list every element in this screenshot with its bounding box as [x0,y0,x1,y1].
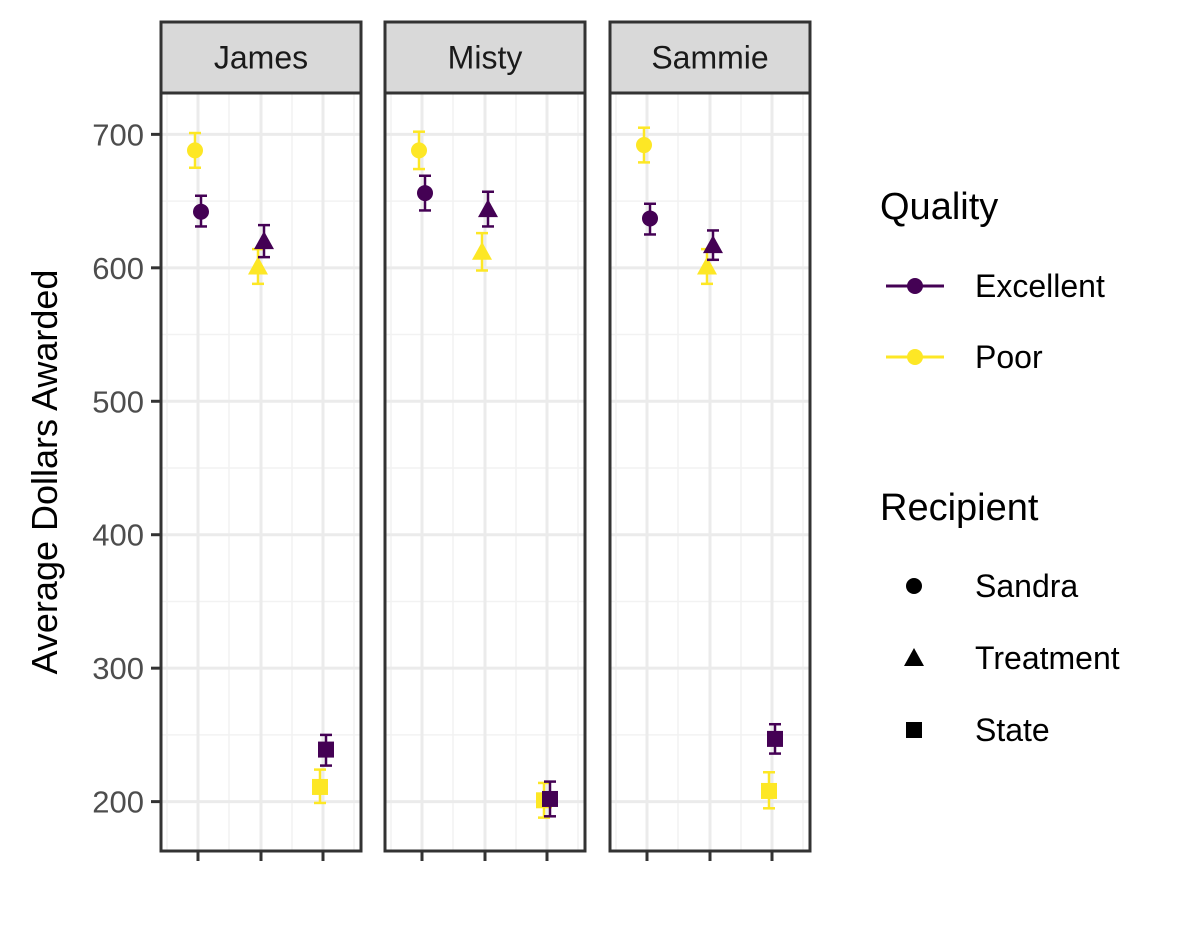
strip-label: Sammie [651,40,768,76]
data-point [761,782,777,799]
data-point [703,235,723,254]
facet-panel-sammie: Sammie [608,20,812,861]
data-point [411,142,427,159]
strip-background [383,20,587,95]
legend-title-recipient: Recipient [880,487,1039,529]
data-point [417,185,433,202]
series-poor [187,131,328,805]
data-point [472,241,492,260]
data-point [312,778,328,795]
strip-background [608,20,812,95]
data-point [697,256,717,275]
data-point [254,231,274,250]
strip-label: James [214,40,308,76]
series-excellent [417,174,558,818]
data-point [642,210,658,227]
y-tick-label: 300 [92,651,144,686]
data-point [542,790,558,807]
facet-panel-james: James [159,20,363,861]
y-axis: 200 300 400 500 600 700 Average Dollars Awarde… [24,117,161,820]
data-point [636,137,652,154]
y-tick-label: 400 [92,518,144,553]
legend-key-shape [906,722,922,738]
y-axis-title: Average Dollars Awarded [24,270,65,675]
series-excellent [193,194,334,767]
strip-label: Misty [448,40,523,76]
data-point [767,730,783,747]
legend-label: State [975,712,1050,748]
strip-background [159,20,363,95]
series-excellent [642,202,783,755]
data-point [193,203,209,220]
facet-panel-misty: Misty [383,20,587,861]
data-point [318,741,334,758]
y-tick-label: 200 [92,785,144,820]
facet-panels: James Misty Sammie [159,20,812,861]
legend-key-shape [906,578,922,594]
legend-label: Poor [975,339,1043,375]
data-point [248,256,268,275]
legend-label: Sandra [975,568,1078,604]
legend-label: Treatment [975,640,1120,676]
legend-key-shape [904,648,924,666]
data-point [478,199,498,218]
data-point [187,142,203,159]
y-tick-label: 600 [92,251,144,286]
legend-label: Excellent [975,268,1105,304]
legend-key-point [907,349,923,365]
legend-key-point [907,278,923,294]
legend-title-quality: Quality [880,186,998,228]
y-tick-label: 500 [92,384,144,419]
legend: Quality Excellent Poor Recipient Sandra Treat… [880,186,1120,748]
y-tick-label: 700 [92,117,144,152]
